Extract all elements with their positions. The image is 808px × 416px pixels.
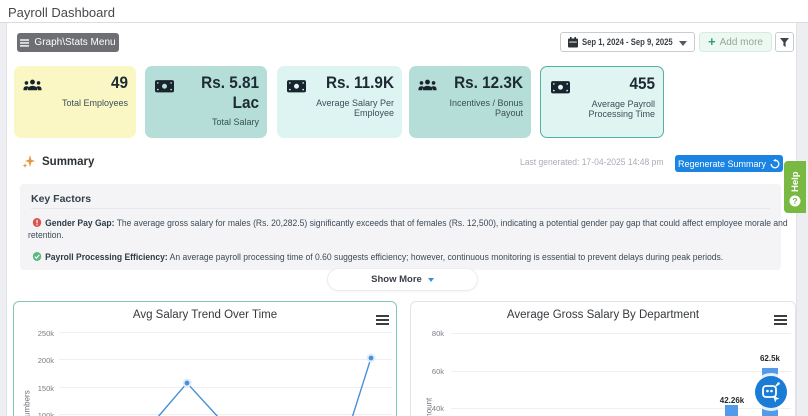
svg-text:?: ? <box>792 196 797 206</box>
